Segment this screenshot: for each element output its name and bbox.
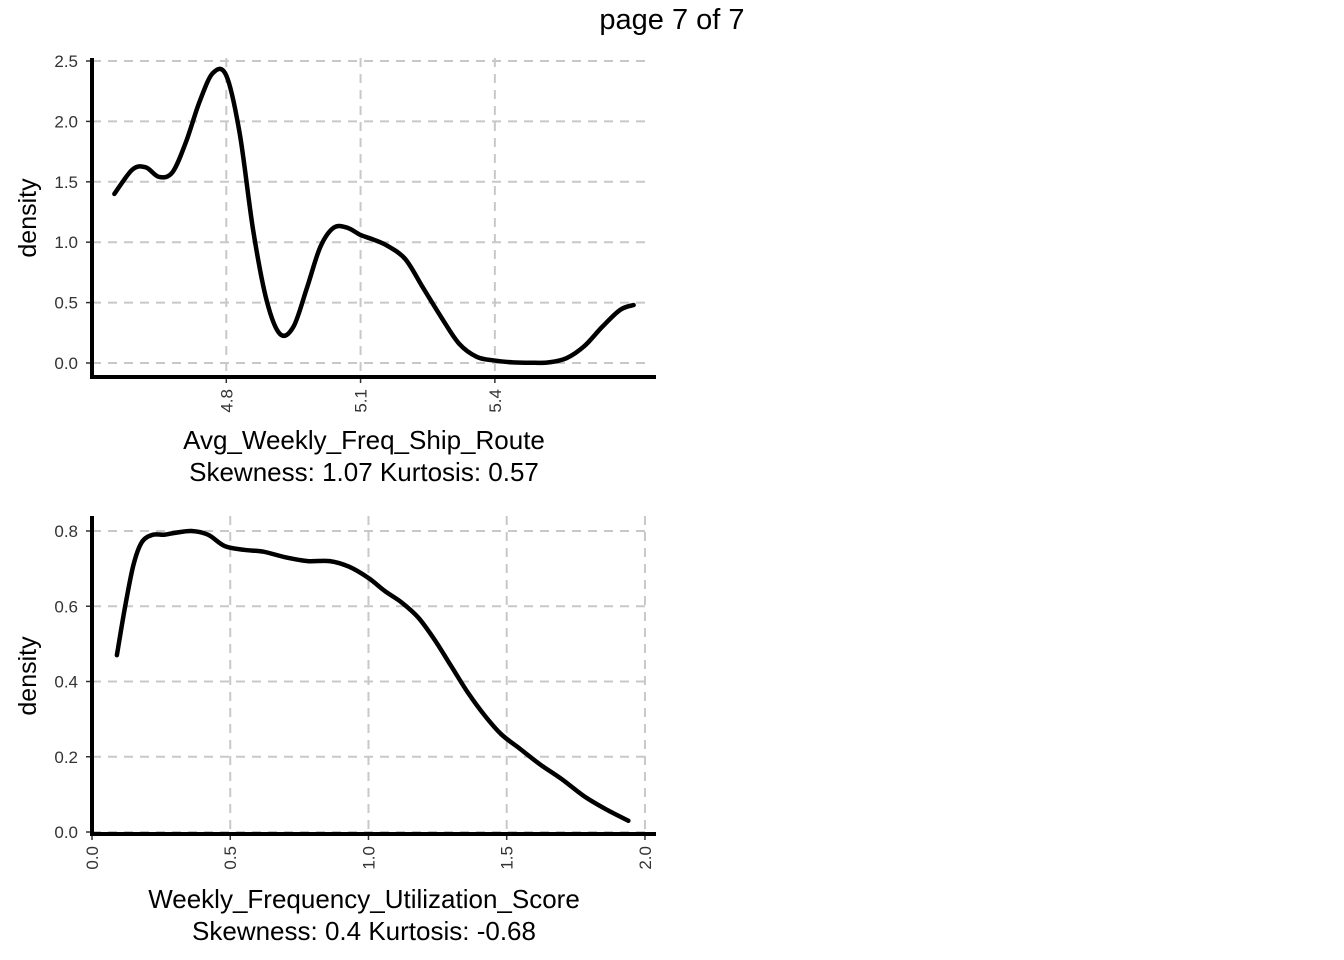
y-tick-label: 0.6 (54, 597, 78, 616)
y-tick-label: 0.2 (54, 748, 78, 767)
x-axis-title: Avg_Weekly_Freq_Ship_Route (183, 425, 545, 455)
density-curve (112, 66, 636, 366)
x-axis-title: Weekly_Frequency_Utilization_Score (148, 884, 580, 914)
y-axis-title: density (14, 178, 42, 258)
y-tick-label: 0.0 (54, 823, 78, 842)
y-tick-label: 0.4 (54, 673, 78, 692)
x-tick-label: 5.4 (486, 389, 505, 413)
x-tick-label: 5.1 (352, 389, 371, 413)
density-curve (114, 528, 631, 823)
x-tick-label: 2.0 (636, 846, 655, 870)
y-tick-label: 2.0 (54, 112, 78, 131)
y-tick-label: 2.5 (54, 52, 78, 71)
y-tick-label: 0.8 (54, 522, 78, 541)
x-tick-label: 1.5 (498, 846, 517, 870)
x-tick-label: 1.0 (359, 846, 378, 870)
y-tick-label: 1.0 (54, 233, 78, 252)
skew-kurtosis-label: Skewness: 1.07 Kurtosis: 0.57 (189, 457, 539, 487)
x-tick-label: 0.0 (83, 846, 102, 870)
x-tick-label: 4.8 (217, 389, 236, 413)
y-tick-label: 1.5 (54, 173, 78, 192)
y-tick-label: 0.0 (54, 354, 78, 373)
page-title: page 7 of 7 (599, 4, 745, 36)
x-tick-label: 0.5 (221, 846, 240, 870)
skew-kurtosis-label: Skewness: 0.4 Kurtosis: -0.68 (192, 916, 536, 946)
y-axis-title: density (14, 636, 42, 716)
y-tick-label: 0.5 (54, 294, 78, 313)
